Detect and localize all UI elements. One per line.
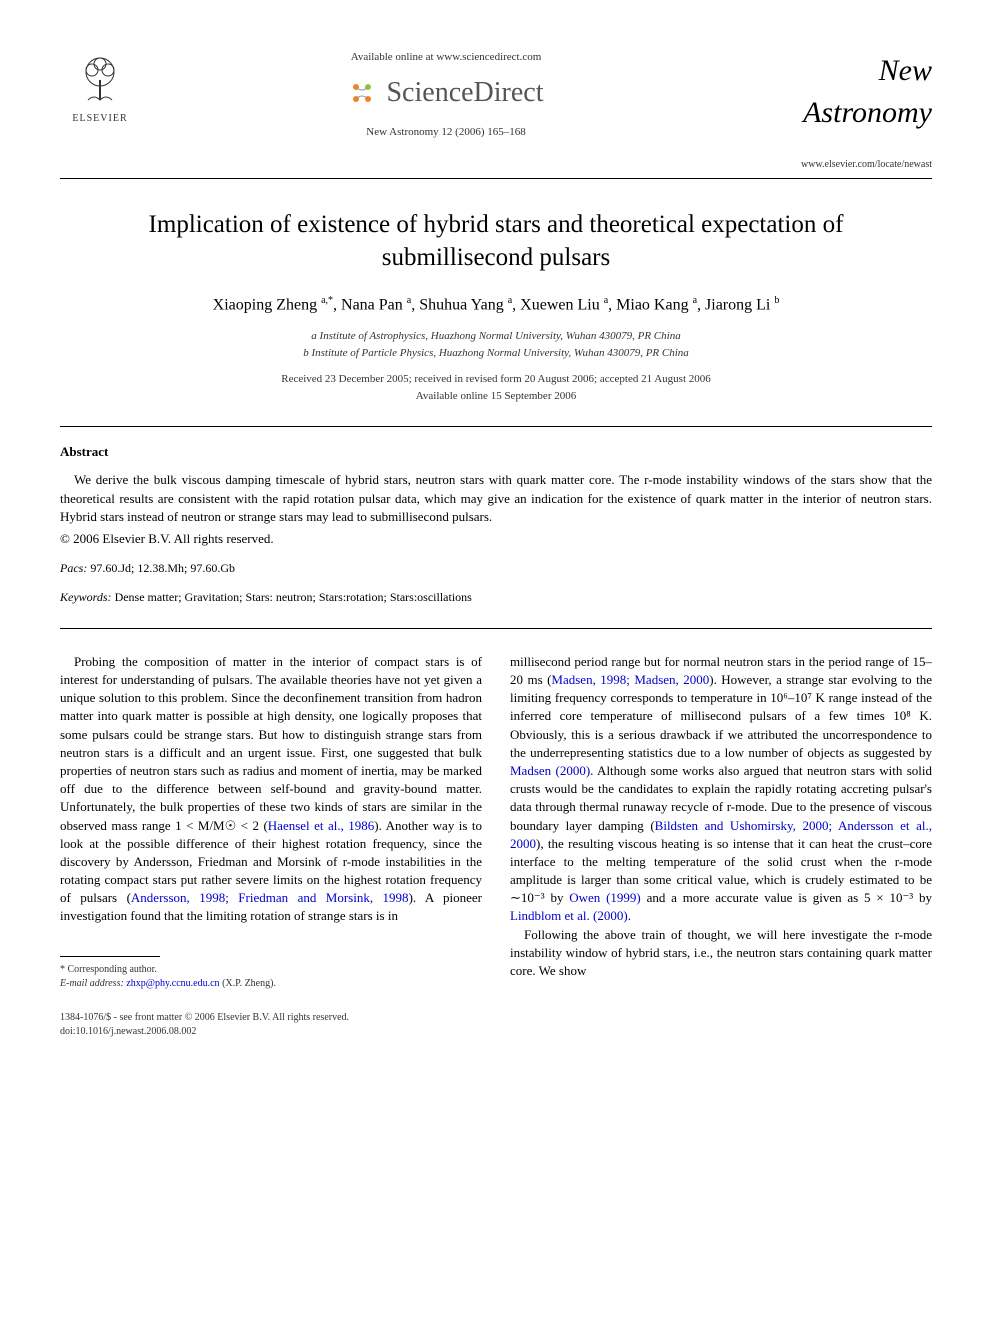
body-para-2: Following the above train of thought, we… xyxy=(510,926,932,981)
elsevier-label: ELSEVIER xyxy=(72,112,127,126)
dates-online: Available online 15 September 2006 xyxy=(60,389,932,404)
email-address[interactable]: zhxp@phy.ccnu.edu.cn xyxy=(126,978,219,989)
header-row: ELSEVIER Available online at www.science… xyxy=(60,50,932,172)
authors-line: Xiaoping Zheng a,*, Nana Pan a, Shuhua Y… xyxy=(60,294,932,317)
ref-lindblom[interactable]: Lindblom et al. (2000) xyxy=(510,908,628,923)
corresponding-author: * Corresponding author. xyxy=(60,963,482,977)
body-columns: Probing the composition of matter in the… xyxy=(60,653,932,991)
journal-title: New Astronomy xyxy=(752,50,932,134)
keywords-label: Keywords: xyxy=(60,590,112,604)
sciencedirect-icon xyxy=(348,77,380,109)
journal-url: www.elsevier.com/locate/newast xyxy=(752,158,932,172)
doi-line: doi:10.1016/j.newast.2006.08.002 xyxy=(60,1025,932,1039)
sciencedirect-label: ScienceDirect xyxy=(386,73,543,112)
email-label: E-mail address: xyxy=(60,978,124,989)
copyright-line: © 2006 Elsevier B.V. All rights reserved… xyxy=(60,530,932,548)
pacs-label: Pacs: xyxy=(60,561,87,575)
journal-block: New Astronomy www.elsevier.com/locate/ne… xyxy=(752,50,932,172)
ref-owen[interactable]: Owen (1999) xyxy=(569,890,641,905)
pacs-line: Pacs: 97.60.Jd; 12.38.Mh; 97.60.Gb xyxy=(60,560,932,577)
article-title: Implication of existence of hybrid stars… xyxy=(100,209,892,274)
ref-haensel[interactable]: Haensel et al., 1986 xyxy=(268,818,375,833)
elsevier-block: ELSEVIER xyxy=(60,50,140,126)
column-left: Probing the composition of matter in the… xyxy=(60,653,482,991)
elsevier-tree-icon xyxy=(70,50,130,110)
front-matter-line: 1384-1076/$ - see front matter © 2006 El… xyxy=(60,1011,932,1025)
keywords-values: Dense matter; Gravitation; Stars: neutro… xyxy=(115,590,472,604)
dates-received: Received 23 December 2005; received in r… xyxy=(60,372,932,387)
keywords-line: Keywords: Dense matter; Gravitation; Sta… xyxy=(60,589,932,606)
abstract-bottom-rule xyxy=(60,628,932,629)
available-online-line: Available online at www.sciencedirect.co… xyxy=(140,50,752,65)
abstract-heading: Abstract xyxy=(60,443,932,461)
email-name: (X.P. Zheng). xyxy=(222,978,276,989)
affiliation-b: b Institute of Particle Physics, Huazhon… xyxy=(60,346,932,361)
abstract-top-rule xyxy=(60,426,932,427)
affiliation-a: a Institute of Astrophysics, Huazhong No… xyxy=(60,329,932,344)
ref-andersson[interactable]: Andersson, 1998; Friedman and Morsink, 1… xyxy=(131,890,409,905)
abstract-text: We derive the bulk viscous damping times… xyxy=(60,471,932,526)
email-line: E-mail address: zhxp@phy.ccnu.edu.cn (X.… xyxy=(60,977,482,991)
footnote-rule xyxy=(60,956,160,957)
ref-madsen2000[interactable]: Madsen (2000) xyxy=(510,763,590,778)
body-para-1-cont: millisecond period range but for normal … xyxy=(510,653,932,926)
column-right: millisecond period range but for normal … xyxy=(510,653,932,991)
body-para-1: Probing the composition of matter in the… xyxy=(60,653,482,926)
ref-madsen[interactable]: Madsen, 1998; Madsen, 2000 xyxy=(551,672,709,687)
pacs-values: 97.60.Jd; 12.38.Mh; 97.60.Gb xyxy=(90,561,235,575)
sciencedirect-block: Available online at www.sciencedirect.co… xyxy=(140,50,752,140)
header-rule xyxy=(60,178,932,179)
journal-reference: New Astronomy 12 (2006) 165–168 xyxy=(140,125,752,140)
